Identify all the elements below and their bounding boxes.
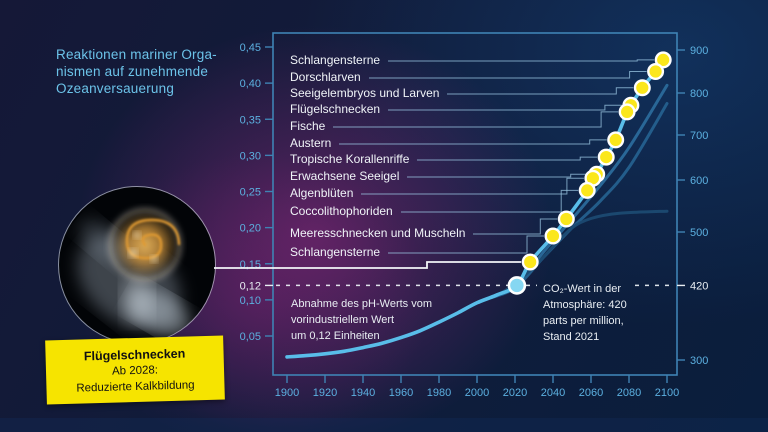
title-line-2: nismen auf zunehmende bbox=[56, 64, 209, 79]
threshold-dot bbox=[597, 148, 615, 166]
scenario-curve bbox=[475, 209, 669, 305]
organism-label: Schlangensterne bbox=[290, 245, 381, 259]
species-callout: Flügelschnecken Ab 2028: Reduzierte Kalk… bbox=[45, 335, 225, 405]
leader-line bbox=[388, 104, 622, 111]
leader-line bbox=[339, 139, 607, 145]
co2-annotation-line: Stand 2021 bbox=[543, 331, 600, 343]
ph-annotation-line: um 0,12 Einheiten bbox=[291, 330, 380, 342]
organism-label: Dorschlarven bbox=[290, 70, 361, 84]
pteropod-illustration bbox=[77, 207, 191, 337]
threshold-dot bbox=[544, 227, 562, 245]
leader-line bbox=[473, 218, 558, 235]
leader-line bbox=[401, 189, 579, 213]
title-line-1: Reaktionen mariner Orga- bbox=[56, 47, 217, 62]
scenario-curve bbox=[485, 83, 669, 301]
co2-annotation-line: Atmosphäre: 420 bbox=[543, 299, 627, 311]
leader-line bbox=[388, 59, 655, 62]
y-right-tick-label: 700 bbox=[690, 130, 708, 142]
y-left-special-label: 0,12 bbox=[240, 280, 261, 292]
y-left-tick-label: 0,10 bbox=[240, 295, 261, 307]
organism-label: Coccolithophoriden bbox=[290, 204, 393, 218]
x-axis-tick-label: 1980 bbox=[427, 387, 451, 399]
ph-annotation: Abnahme des pH-Werts vom vorindustrielle… bbox=[291, 296, 432, 344]
x-axis-tick-label: 2040 bbox=[541, 387, 565, 399]
current-co2-marker bbox=[507, 276, 527, 295]
y-right-tick-label: 600 bbox=[690, 175, 708, 187]
co2-annotation-line: CO₂-Wert in der bbox=[543, 283, 622, 295]
y-left-tick-label: 0,05 bbox=[240, 331, 261, 343]
page-title: Reaktionen mariner Orga- nismen auf zune… bbox=[56, 46, 217, 97]
title-line-3: Ozeanversauerung bbox=[56, 81, 175, 96]
organism-label: Fische bbox=[290, 119, 326, 133]
organism-label: Seeigelembryos und Larven bbox=[290, 86, 440, 100]
organism-label: Meeresschnecken und Muscheln bbox=[290, 226, 466, 240]
y-left-tick-label: 0,20 bbox=[240, 223, 261, 235]
x-axis-tick-label: 1900 bbox=[275, 387, 299, 399]
organism-label: Erwachsene Seeigel bbox=[290, 169, 400, 183]
leader-line bbox=[388, 235, 544, 254]
leader-line bbox=[407, 173, 588, 178]
y-left-tick-label: 0,30 bbox=[240, 150, 261, 162]
leader-line bbox=[369, 71, 647, 79]
photo-connector-line bbox=[214, 261, 522, 269]
x-axis-tick-label: 1920 bbox=[313, 387, 337, 399]
threshold-dot bbox=[633, 79, 651, 97]
organism-label: Algenblüten bbox=[290, 186, 354, 200]
leader-line bbox=[333, 111, 619, 128]
organism-label: Flügelschnecken bbox=[290, 102, 381, 116]
x-axis-tick-label: 2060 bbox=[579, 387, 603, 399]
ph-annotation-line: vorindustriellem Wert bbox=[291, 314, 395, 326]
x-axis-tick-label: 2080 bbox=[617, 387, 641, 399]
x-axis-tick-label: 1940 bbox=[351, 387, 375, 399]
y-left-tick-label: 0,25 bbox=[240, 187, 261, 199]
y-right-tick-label: 900 bbox=[690, 45, 708, 57]
threshold-dot bbox=[618, 103, 636, 121]
threshold-dot bbox=[654, 51, 672, 69]
y-right-tick-label: 800 bbox=[690, 88, 708, 100]
co2-annotation-line: parts per million, bbox=[543, 315, 624, 327]
x-axis-tick-label: 1960 bbox=[389, 387, 413, 399]
x-axis-tick-label: 2000 bbox=[465, 387, 489, 399]
leader-line bbox=[417, 156, 598, 161]
threshold-dot bbox=[607, 131, 625, 149]
y-left-tick-label: 0,15 bbox=[240, 259, 261, 271]
y-left-tick-label: 0,35 bbox=[240, 114, 261, 126]
co2-annotation: CO₂-Wert in der Atmosphäre: 420 parts pe… bbox=[543, 281, 627, 345]
threshold-dot bbox=[578, 181, 596, 199]
leader-line bbox=[447, 87, 634, 95]
organism-label: Schlangensterne bbox=[290, 53, 381, 67]
threshold-dot bbox=[557, 210, 575, 228]
pteropod-photo bbox=[59, 187, 215, 343]
x-axis-tick-label: 2020 bbox=[503, 387, 527, 399]
y-right-special-label: 420 bbox=[690, 280, 708, 292]
y-right-tick-label: 500 bbox=[690, 227, 708, 239]
y-left-tick-label: 0,40 bbox=[240, 78, 261, 90]
bottom-bar bbox=[0, 418, 768, 432]
threshold-dot bbox=[521, 253, 539, 271]
organism-label: Tropische Korallenriffe bbox=[290, 152, 410, 166]
x-axis-tick-label: 2100 bbox=[655, 387, 679, 399]
plot-frame bbox=[272, 32, 678, 376]
leader-line bbox=[361, 177, 584, 195]
y-right-tick-label: 300 bbox=[690, 355, 708, 367]
threshold-dot bbox=[647, 62, 665, 80]
y-left-tick-label: 0,45 bbox=[240, 42, 261, 54]
organism-label: Austern bbox=[290, 136, 332, 150]
ph-annotation-line: Abnahme des pH-Werts vom bbox=[291, 298, 433, 310]
